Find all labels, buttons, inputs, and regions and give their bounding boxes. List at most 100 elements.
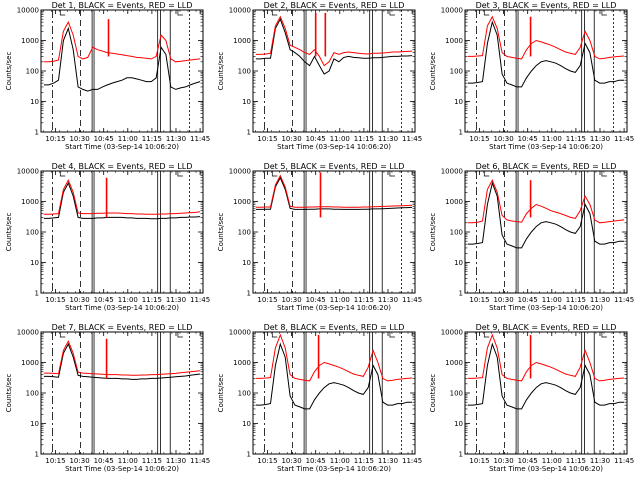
panel-4: Det 4, BLACK = Events, RED = LLD 1 10 100 10… [5, 162, 210, 312]
y-tick-label: 10 [454, 420, 463, 428]
y-tick-label: 10 [30, 259, 39, 267]
y-axis-label: Counts/sec [217, 52, 225, 91]
y-tick-label: 10000 [441, 168, 463, 176]
y-axis-label: Counts/sec [5, 374, 13, 413]
y-tick-label: 10 [242, 420, 251, 428]
x-axis-label: Start Time (03-Sep-14 10:06:20) [65, 465, 179, 473]
x-tick-label: 11:00 [542, 296, 562, 304]
y-tick-label: 1000 [445, 359, 463, 367]
y-tick-label: 1 [459, 129, 463, 137]
y-tick-label: 10 [242, 98, 251, 106]
y-axis-label: Counts/sec [5, 213, 13, 252]
y-tick-label: 10 [242, 259, 251, 267]
interval-bracket [483, 10, 490, 16]
x-tick-label: 10:30 [281, 296, 301, 304]
x-tick-label: 11:00 [542, 457, 562, 465]
series-line-red [43, 20, 201, 63]
series-line-black [467, 20, 625, 88]
series-line-red [467, 15, 625, 60]
interval-bracket [483, 332, 490, 338]
panel-title: Det 7, BLACK = Events, RED = LLD [52, 323, 193, 332]
y-axis-label: Counts/sec [5, 52, 13, 91]
x-tick-label: 11:15 [354, 135, 374, 143]
x-tick-label: 10:15 [257, 135, 277, 143]
x-tick-label: 10:15 [45, 296, 65, 304]
x-axis-label: Start Time (03-Sep-14 10:06:20) [489, 143, 603, 151]
y-tick-label: 1 [247, 451, 251, 459]
panel-9: Det 9, BLACK = Events, RED = LLD 1 10 100 10… [429, 323, 634, 473]
y-tick-label: 100 [450, 229, 463, 237]
y-tick-label: 1000 [21, 198, 39, 206]
series-line-red [255, 15, 413, 67]
series-line-black [43, 26, 201, 92]
interval-bracket [601, 171, 607, 177]
x-tick-label: 10:15 [469, 296, 489, 304]
plot-frame [464, 331, 628, 455]
x-tick-label: 11:30 [166, 296, 186, 304]
y-tick-label: 100 [26, 229, 39, 237]
x-tick-label: 11:00 [118, 296, 138, 304]
x-tick-label: 10:15 [45, 135, 65, 143]
y-tick-label: 10 [30, 98, 39, 106]
y-tick-label: 1 [35, 451, 39, 459]
x-tick-label: 11:15 [142, 296, 162, 304]
interval-bracket [177, 332, 183, 338]
x-tick-label: 10:45 [94, 457, 114, 465]
x-tick-label: 11:00 [118, 457, 138, 465]
x-tick-label: 10:30 [493, 135, 513, 143]
x-tick-label: 11:45 [614, 457, 634, 465]
panel-title: Det 2, BLACK = Events, RED = LLD [264, 1, 405, 10]
y-tick-label: 10000 [229, 7, 251, 15]
interval-bracket [271, 171, 278, 177]
y-tick-label: 10 [30, 420, 39, 428]
panel-2: Det 2, BLACK = Events, RED = LLD 1 10 100 10… [217, 1, 422, 151]
x-tick-label: 11:00 [330, 457, 350, 465]
y-tick-label: 1000 [21, 359, 39, 367]
y-axis-label: Counts/sec [429, 374, 437, 413]
y-tick-label: 1000 [233, 359, 251, 367]
x-tick-label: 11:45 [190, 135, 210, 143]
panel-8: Det 8, BLACK = Events, RED = LLD 1 10 100 10… [217, 323, 422, 473]
y-tick-label: 100 [26, 68, 39, 76]
series-line-black [43, 342, 201, 380]
series-line-red [467, 333, 625, 382]
x-tick-label: 10:45 [518, 457, 538, 465]
y-tick-label: 1 [247, 290, 251, 298]
series-line-red [467, 179, 625, 224]
y-tick-label: 10000 [17, 7, 39, 15]
y-tick-label: 10000 [17, 329, 39, 337]
interval-bracket [59, 171, 66, 177]
x-tick-label: 11:00 [330, 296, 350, 304]
panel-title: Det 3, BLACK = Events, RED = LLD [476, 1, 617, 10]
panel-3: Det 3, BLACK = Events, RED = LLD 1 10 100 10… [429, 1, 634, 151]
y-tick-label: 1000 [233, 198, 251, 206]
series-line-black [255, 17, 413, 75]
x-tick-label: 11:00 [330, 135, 350, 143]
plot-frame [464, 9, 628, 133]
x-tick-label: 11:15 [142, 135, 162, 143]
y-tick-label: 100 [238, 229, 251, 237]
y-tick-label: 10000 [441, 7, 463, 15]
y-tick-label: 1000 [21, 37, 39, 45]
series-line-black [255, 342, 413, 410]
y-tick-label: 100 [26, 390, 39, 398]
x-tick-label: 10:45 [94, 135, 114, 143]
series-line-red [43, 179, 201, 215]
interval-bracket [389, 332, 395, 338]
x-tick-label: 10:30 [281, 135, 301, 143]
x-tick-label: 11:15 [566, 135, 586, 143]
y-tick-label: 1 [459, 451, 463, 459]
x-tick-label: 11:15 [142, 457, 162, 465]
x-tick-label: 11:45 [402, 457, 422, 465]
x-tick-label: 10:15 [257, 296, 277, 304]
series-line-red [43, 340, 201, 376]
x-tick-label: 10:45 [306, 296, 326, 304]
x-tick-label: 10:15 [469, 135, 489, 143]
y-tick-label: 100 [238, 390, 251, 398]
panel-title: Det 4, BLACK = Events, RED = LLD [52, 162, 193, 171]
panel-title: Det 5, BLACK = Events, RED = LLD [264, 162, 405, 171]
x-axis-label: Start Time (03-Sep-14 10:06:20) [489, 304, 603, 312]
plot-frame [252, 9, 416, 133]
interval-bracket [389, 10, 395, 16]
interval-bracket [483, 171, 490, 177]
